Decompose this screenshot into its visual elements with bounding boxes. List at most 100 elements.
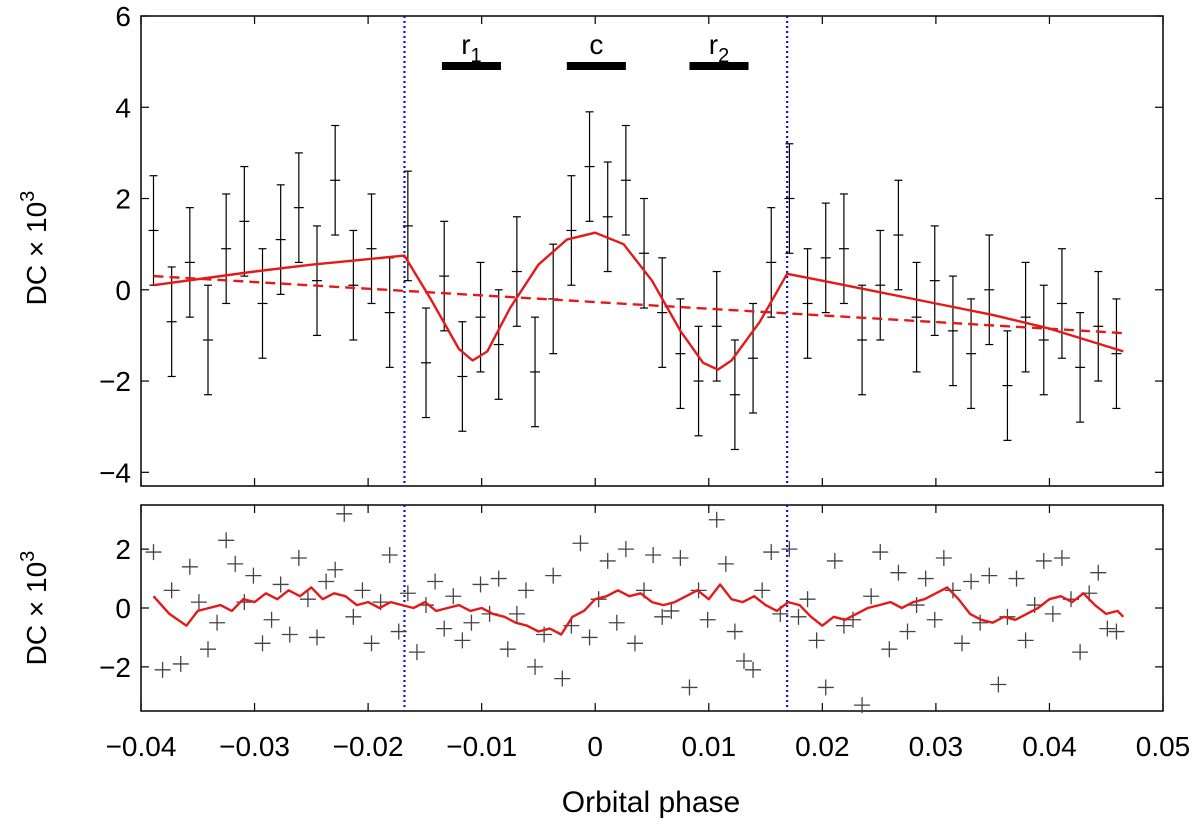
residual-point [145, 544, 162, 561]
residual-point [181, 558, 198, 575]
residual-point [1108, 623, 1125, 640]
x-tick-label: 0.04 [1022, 731, 1077, 762]
top-plot-frame [140, 15, 1164, 487]
data-point [929, 225, 940, 337]
residual-point [863, 588, 880, 605]
x-tick-labels: −0.04 −0.03 −0.02 −0.01 0 0.01 0.02 0.03 0.04 0.0… [106, 731, 1191, 762]
data-point [966, 298, 977, 410]
data-point [838, 193, 849, 305]
x-tick-label: −0.01 [446, 731, 517, 762]
residual-point [917, 570, 934, 587]
data-point [984, 234, 995, 346]
residual-point [735, 652, 752, 669]
bottom-y-tick-label: −2 [99, 652, 131, 683]
x-tick-label: 0.01 [682, 731, 737, 762]
residual-point [299, 591, 316, 608]
residual-point [345, 608, 362, 625]
data-point [1093, 270, 1104, 382]
residual-point [899, 623, 916, 640]
data-point [1020, 261, 1031, 373]
residual-point [617, 541, 634, 558]
data-point [366, 193, 377, 305]
data-point [620, 124, 631, 236]
data-point [221, 193, 232, 305]
data-point [1075, 312, 1086, 423]
data-point [602, 161, 613, 273]
residual-point [472, 576, 489, 593]
residual-point [490, 570, 507, 587]
data-point [511, 216, 522, 327]
residual-point [572, 535, 589, 552]
residual-point [808, 632, 825, 649]
data-point [457, 321, 468, 432]
data-point [348, 229, 359, 341]
data-point [802, 248, 813, 359]
residual-point [708, 511, 725, 528]
phase-interval-label-sub: 2 [718, 45, 729, 67]
data-point [493, 289, 504, 400]
data-point [202, 284, 213, 396]
residual-point [381, 547, 398, 564]
data-point [239, 165, 250, 277]
residual-point [1017, 632, 1034, 649]
residual-point [1044, 605, 1061, 622]
phase-interval-label: c [589, 29, 603, 60]
data-point [312, 225, 323, 337]
residual-point [745, 661, 762, 678]
x-tick-label: 0.02 [795, 731, 850, 762]
data-point [893, 179, 904, 291]
residual-point [190, 594, 207, 611]
top-y-tick-label: 4 [115, 92, 131, 123]
data-point [729, 339, 740, 451]
residual-point [281, 626, 298, 643]
residual-point [826, 552, 843, 569]
residual-point [1090, 564, 1107, 581]
data-point [166, 266, 177, 378]
bottom-y-axis-label-text: DC × 10 [21, 562, 52, 666]
data-point [330, 124, 341, 236]
top-y-axis-label-exponent: 3 [17, 191, 39, 202]
residual-point [926, 611, 943, 628]
residual-point [890, 564, 907, 581]
data-point [875, 229, 886, 341]
residual-point [263, 611, 280, 628]
data-point [421, 307, 432, 419]
data-point [475, 261, 486, 373]
residual-point [781, 541, 798, 558]
residual-point [599, 552, 616, 569]
residual-point [654, 608, 671, 625]
residual-point [209, 614, 226, 631]
residual-point [436, 620, 453, 637]
residual-point [390, 623, 407, 640]
data-point [1056, 248, 1067, 359]
residual-point [881, 641, 898, 658]
top-y-axis-label-text: DC × 10 [21, 202, 52, 306]
data-point [784, 143, 795, 254]
bottom-plot-frame [140, 504, 1164, 712]
bottom-y-tick-label: 2 [115, 534, 131, 565]
residual-point [944, 582, 961, 599]
data-point [1038, 284, 1049, 396]
phase-interval-label-main: r [709, 29, 718, 60]
data-point [766, 207, 777, 318]
data-point [911, 261, 922, 373]
data-point [947, 275, 958, 387]
residual-point [1053, 549, 1070, 566]
residual-point [309, 629, 326, 646]
phase-interval-bar [689, 62, 749, 70]
residual-point [336, 505, 353, 522]
data-point [657, 257, 668, 368]
data-point [711, 270, 722, 382]
residual-point [527, 658, 544, 675]
top-y-tick-label: 6 [115, 1, 131, 32]
residual-point [645, 547, 662, 564]
data-point [820, 202, 831, 314]
x-tick-label: 0 [587, 731, 603, 762]
data-point [639, 197, 650, 309]
residual-point [717, 555, 734, 572]
residual-point [254, 635, 271, 652]
data-point [384, 257, 395, 368]
residual-point [608, 614, 625, 631]
data-point [857, 284, 868, 396]
